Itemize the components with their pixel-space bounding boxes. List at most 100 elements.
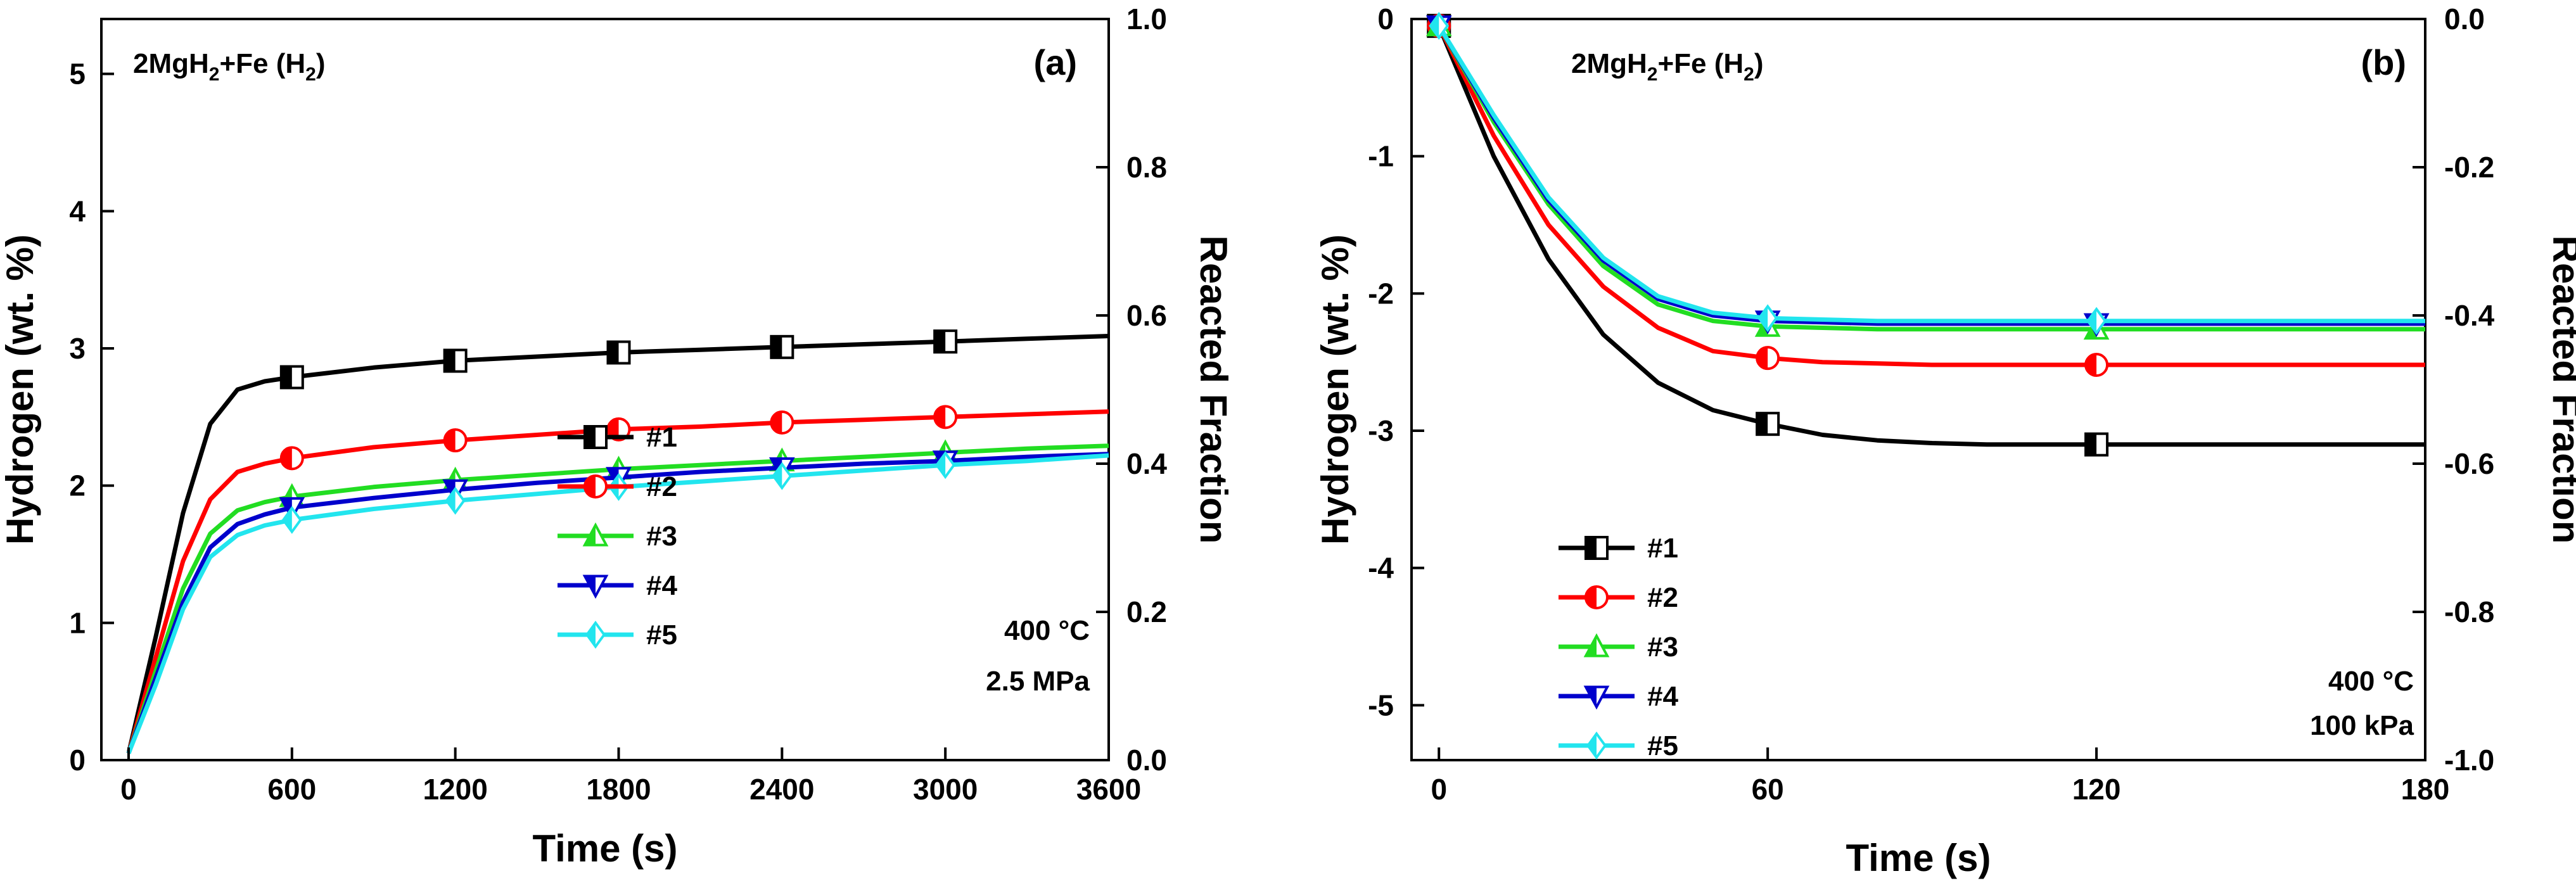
panel-b-series-1-line [1436, 25, 2425, 447]
panel-b-y-tick-label: -4 [1368, 552, 1394, 585]
panel-b-y2-axis-label: Reacted Fraction [2545, 236, 2576, 544]
panel-a-series-layer [126, 329, 1109, 754]
panel-b-legend-swatch-marker [1583, 633, 1610, 657]
panel-a-legend-swatch-marker [583, 425, 608, 449]
panel-b-legend-label: #3 [1647, 632, 1678, 663]
panel-b-series-5-marker [1757, 304, 1778, 333]
panel-a-legend-label: #1 [646, 422, 677, 453]
panel-b-y2-tick-label: -0.6 [2444, 447, 2494, 480]
panel-b-title: 2MgH2+Fe (H2) [1571, 48, 1764, 85]
panel-b-x-axis-label: Time (s) [1846, 837, 1991, 879]
panel-a-series-2-marker [770, 410, 794, 435]
panel-b-series-1-marker [2084, 432, 2109, 457]
panel-b-y2-tick-label: 0.0 [2444, 3, 2485, 35]
panel-b-series-5-line [1437, 24, 2425, 324]
panel-a-series-5-marker [445, 486, 466, 515]
panel-b-temperature: 400 °C [2328, 666, 2414, 697]
panel-b-series-2-marker [1756, 346, 1780, 371]
panel-a-legend-item: #3 [558, 521, 677, 552]
panel-a-ticks-layer: 0 600 1200 1800 2400 3000 3600 0 1 2 3 4 5 0.0 0.2 0.4 0… [69, 3, 1167, 806]
panel-b-x-tick-label: 60 [1752, 773, 1784, 806]
panel-b-legend-swatch-marker [1583, 685, 1610, 710]
panel-b-y2-tick-label: -0.8 [2444, 595, 2494, 628]
panel-a-y-tick-label: 4 [69, 194, 86, 227]
panel-a-series-1-marker [279, 365, 304, 390]
panel-a-title: 2MgH2+Fe (H2) [133, 48, 326, 85]
panel-b-y2-tick-label: -0.4 [2444, 299, 2495, 332]
panel-a-x-tick-label: 0 [120, 773, 137, 806]
panel-a-y2-tick-label: 0.2 [1126, 595, 1167, 628]
panel-a-legend-swatch-marker [583, 474, 608, 499]
panel-a-legend-swatch-marker [582, 522, 609, 547]
panel-a-legend-item: #1 [558, 422, 677, 453]
panel-a: 0 600 1200 1800 2400 3000 3600 0 1 2 3 4 5 0.0 0.2 0.4 0… [0, 3, 1235, 870]
panel-a-y-axis-label: Hydrogen (wt. %) [0, 234, 41, 545]
panel-b-legend-label: #5 [1647, 730, 1678, 761]
panel-b-legend-item: #4 [1559, 681, 1678, 712]
panel-a-x-tick-label: 600 [267, 773, 316, 806]
panel-a-legend-item: #2 [558, 471, 677, 502]
panel-b-y2-tick-label: -0.2 [2444, 151, 2494, 184]
panel-a-legend-item: #5 [558, 619, 677, 651]
panel-b-x-tick-label: 120 [2072, 773, 2121, 806]
panel-b-legend-label: #4 [1647, 681, 1678, 712]
panel-a-series-1-line [126, 334, 1109, 754]
panel-a-legend-label: #3 [646, 521, 677, 552]
panel-a-y2-tick-label: 0.8 [1126, 151, 1167, 184]
panel-b-series-3-line [1437, 25, 2425, 332]
panel-b-y-axis-label: Hydrogen (wt. %) [1314, 234, 1356, 545]
panel-a-pressure: 2.5 MPa [986, 666, 1090, 697]
panel-a-temperature: 400 °C [1004, 615, 1090, 646]
panel-a-y-tick-label: 0 [69, 744, 86, 777]
panel-b-series-layer [1425, 11, 2425, 457]
panel-a-legend-label: #2 [646, 471, 677, 502]
panel-a-y2-tick-label: 1.0 [1126, 3, 1167, 35]
panel-a-series-1-marker [933, 329, 958, 354]
panel-b-legend-label: #2 [1647, 582, 1678, 613]
panel-a-x-axis-label: Time (s) [533, 827, 678, 870]
panel-a-series-5-marker [772, 462, 793, 490]
panel-a-y2-tick-label: 0.4 [1126, 447, 1167, 480]
panel-a-legend-label: #4 [646, 570, 677, 601]
panel-a-series-5-marker [281, 505, 302, 534]
panel-b-y-tick-label: 0 [1377, 3, 1394, 35]
panel-a-y-tick-label: 5 [69, 58, 86, 91]
panel-b-y-tick-label: -5 [1368, 689, 1394, 721]
panel-b-pressure: 100 kPa [2310, 710, 2414, 741]
panel-b-y-tick-label: -1 [1368, 140, 1394, 173]
panel-b-series-2-line [1437, 25, 2425, 367]
panel-a-x-tick-label: 2400 [749, 773, 814, 806]
panel-b-legend-item: #5 [1559, 730, 1678, 761]
panel-a-legend: #1 #2 #3 #4 #5 [558, 422, 677, 651]
panel-a-plot-frame [100, 18, 1110, 761]
panel-a-legend-item: #4 [558, 570, 677, 601]
panel-a-legend-swatch-marker [585, 620, 606, 649]
panel-a-series-2-marker [606, 417, 631, 442]
panel-b-legend-item: #1 [1559, 533, 1678, 564]
panel-b-y-tick-label: -2 [1368, 277, 1394, 310]
panel-b-legend-swatch-marker [1584, 536, 1609, 560]
panel-b-y2-tick-label: -1.0 [2444, 744, 2494, 777]
panel-b-ticks-layer: 0 60 120 180 0 -1 -2 -3 -4 -5 0.0 -0.2 -0.4 -0.6 -0.8 -… [1368, 3, 2495, 806]
panel-b-legend-item: #3 [1559, 632, 1678, 663]
panel-b: 0 60 120 180 0 -1 -2 -3 -4 -5 0.0 -0.2 -0.4 -0.6 -0.8 -… [1314, 3, 2576, 879]
panel-a-series-1-marker [770, 334, 794, 359]
panel-b-plot-frame [1410, 18, 2426, 761]
panel-b-legend-label: #1 [1647, 533, 1678, 564]
panel-a-series-1-marker [443, 348, 468, 373]
panel-a-series-1-marker [606, 340, 631, 365]
panel-a-legend-label: #5 [646, 619, 677, 651]
panel-a-series-2-marker [443, 428, 468, 453]
panel-a-tag: (a) [1034, 42, 1077, 82]
panel-b-legend-swatch-marker [1586, 731, 1607, 760]
panel-a-y2-tick-label: 0.6 [1126, 299, 1167, 332]
panel-a-series-5-marker [935, 451, 956, 480]
panel-b-legend: #1 #2 #3 #4 #5 [1559, 533, 1678, 761]
panel-b-legend-swatch-marker [1584, 585, 1609, 609]
panel-b-series-1-marker [1756, 412, 1780, 436]
panel-a-y-tick-label: 2 [69, 469, 86, 502]
panel-b-legend-item: #2 [1559, 582, 1678, 613]
panel-b-y-tick-label: -3 [1368, 414, 1394, 447]
panel-b-x-tick-label: 0 [1431, 773, 1447, 806]
